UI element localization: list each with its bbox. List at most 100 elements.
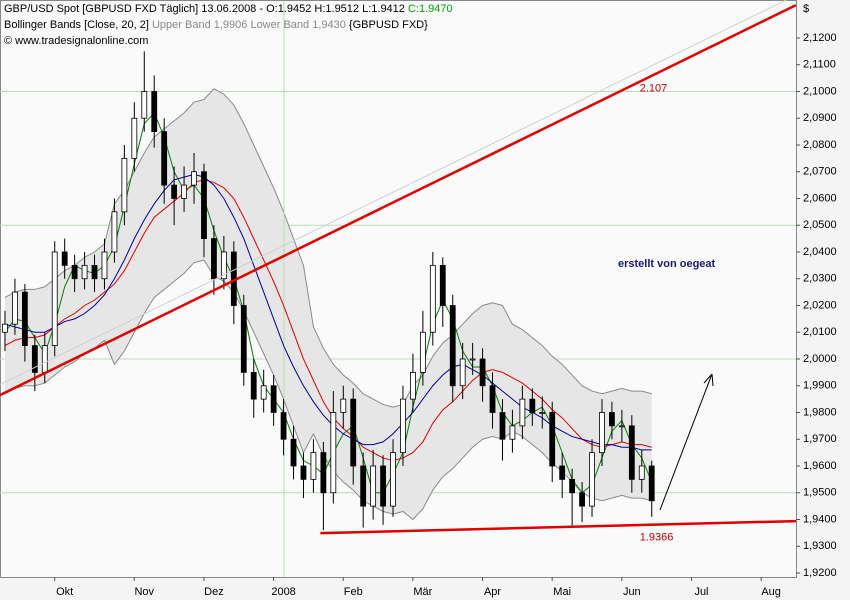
arrow <box>659 373 714 511</box>
trendline-label: 1.9366 <box>640 532 674 544</box>
candle-body <box>280 412 287 440</box>
y-tick-label: 2,1000 <box>803 85 837 97</box>
candle-body <box>161 131 168 186</box>
x-tick-label: Dez <box>204 586 224 598</box>
chart-title: GBP/USD Spot [GBPUSD FXD Täglich] 13.06.… <box>4 3 453 15</box>
trendline <box>320 519 796 535</box>
candle-body <box>111 211 118 253</box>
y-tick-label: 1,9200 <box>803 567 837 579</box>
y-tick-label: 2,0700 <box>803 166 837 178</box>
candle-body <box>628 425 635 480</box>
y-tick-label: 2,1100 <box>803 59 836 71</box>
candle-body <box>181 184 187 199</box>
candle-body <box>151 91 158 133</box>
y-tick-label: 1,9500 <box>803 487 837 499</box>
candle-body <box>429 264 436 333</box>
x-tick-label: Feb <box>344 586 363 598</box>
candle-body <box>549 412 556 467</box>
candle-body <box>509 425 516 440</box>
candle-body <box>330 412 337 494</box>
candle-body <box>141 91 148 119</box>
x-tick-label: Mär <box>413 586 432 598</box>
y-tick-label: 2,0000 <box>803 353 837 365</box>
trendline <box>0 0 788 385</box>
candle-body <box>519 398 526 427</box>
x-tick-label: Mai <box>553 586 571 598</box>
candle-body <box>81 264 88 280</box>
candle-body <box>539 412 546 414</box>
candle-body <box>21 291 28 347</box>
candle-body <box>300 465 307 480</box>
candle-body <box>410 371 416 400</box>
candle-body <box>41 345 48 373</box>
candle-body <box>479 358 486 387</box>
candle-body <box>648 465 655 502</box>
candle-body <box>250 371 257 400</box>
candle-body <box>310 452 317 480</box>
y-tick-label: 1,9900 <box>803 380 837 392</box>
candle-body <box>340 398 347 413</box>
candle-body <box>260 385 267 400</box>
y-tick-label: 1,9300 <box>803 540 837 552</box>
candle-body <box>439 264 446 306</box>
candle-body <box>31 345 38 373</box>
candle-body <box>240 305 247 373</box>
candle-body <box>559 465 566 480</box>
y-tick-label: 2,0200 <box>803 299 837 311</box>
candle-body <box>360 465 367 507</box>
y-tick-label: 2,0500 <box>803 219 837 231</box>
trendline-label: 2.107 <box>640 83 668 95</box>
y-tick-label: 2,1200 <box>803 32 837 44</box>
candle-body <box>638 465 645 480</box>
candle-body <box>569 478 576 494</box>
x-tick-label: 2008 <box>271 586 295 598</box>
y-tick-label: 2,0800 <box>803 139 837 151</box>
candle-body <box>419 331 426 373</box>
candle-body <box>589 452 595 507</box>
candle-body <box>121 157 128 213</box>
candle-body <box>201 171 207 240</box>
candle-body <box>499 412 506 440</box>
candle-body <box>2 323 8 333</box>
candle-body <box>529 398 536 413</box>
candle-body <box>71 264 78 280</box>
chart-subtitle: Bollinger Bands [Close, 20, 2] Upper Ban… <box>4 19 428 31</box>
candle-body <box>91 264 98 280</box>
candle-body <box>489 385 496 413</box>
source: © www.tradesignalonline.com <box>4 35 148 47</box>
subtitle-bands: Upper Band 1,9906 Lower Band 1,9430 <box>152 19 349 31</box>
candle-body <box>459 358 466 387</box>
candle-body <box>101 251 108 280</box>
candle-body <box>131 117 138 159</box>
y-tick-label: 1,9600 <box>803 460 837 472</box>
candle-body <box>211 238 217 280</box>
candle-body <box>599 412 605 454</box>
candle-body <box>579 492 585 507</box>
title-close: C:1.9470 <box>408 3 453 15</box>
candle-body <box>380 465 386 507</box>
y-axis-label: $ <box>803 3 809 15</box>
candle-body <box>370 465 377 507</box>
annotation: erstellt von oegeat <box>618 258 716 270</box>
marks-layer <box>0 0 796 535</box>
candle-body <box>390 452 396 507</box>
trendline <box>0 3 796 397</box>
moving-average <box>4 173 652 451</box>
y-tick-label: 1,9800 <box>803 406 837 418</box>
bollinger-upper <box>4 88 652 408</box>
y-tick-label: 2,0400 <box>803 246 837 258</box>
candle-body <box>290 438 297 467</box>
candle-body <box>618 425 625 428</box>
y-tick-label: 2,0600 <box>803 192 837 204</box>
x-tick-label: Nov <box>134 586 154 598</box>
candle-body <box>220 251 227 280</box>
candle-body <box>609 412 615 427</box>
x-tick-label: Jun <box>623 586 641 598</box>
candle-body <box>320 452 327 494</box>
candle-body <box>449 305 456 387</box>
y-tick-label: 2,0900 <box>803 112 837 124</box>
title-text: GBP/USD Spot [GBPUSD FXD Täglich] 13.06.… <box>4 3 408 15</box>
candle-body <box>12 291 18 325</box>
